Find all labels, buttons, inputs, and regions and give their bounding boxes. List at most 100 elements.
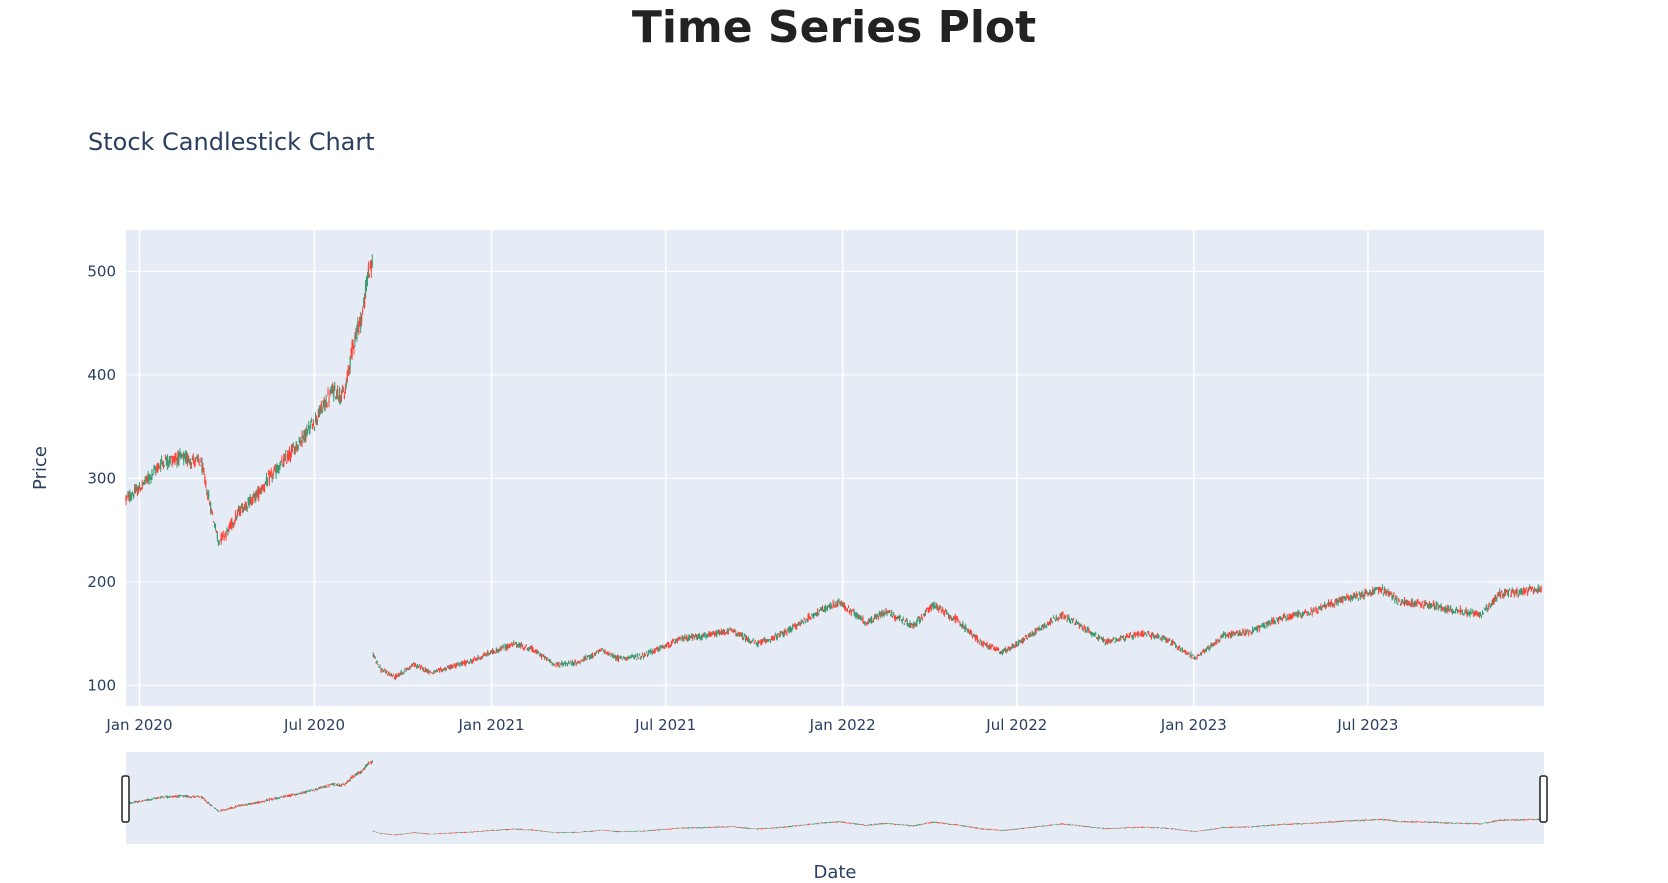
candle-body — [1341, 597, 1343, 602]
y-tick-label: 500 — [87, 262, 116, 280]
candle-body — [461, 662, 463, 665]
candle-body — [561, 662, 563, 664]
candle-body — [374, 657, 376, 659]
candle-body — [905, 619, 907, 621]
candle-body — [1431, 605, 1434, 607]
candle-body — [1097, 637, 1099, 639]
candle-body — [1457, 610, 1459, 613]
candle-body — [849, 609, 851, 611]
candle-body — [141, 482, 143, 486]
candle-body — [892, 616, 894, 618]
candle-body — [677, 638, 679, 640]
candle-body — [1227, 633, 1230, 638]
candle-body — [423, 670, 425, 672]
candle-body — [348, 368, 350, 372]
candle-body — [1358, 591, 1360, 596]
candle-body — [230, 522, 232, 526]
candle-body — [1427, 605, 1430, 607]
candle-body — [943, 611, 945, 614]
candle-body — [1131, 635, 1133, 638]
candle-body — [126, 496, 128, 498]
candle-body — [352, 342, 354, 346]
candle-body — [500, 648, 502, 650]
candle-body — [1128, 634, 1130, 637]
candle-body — [467, 662, 470, 664]
candle-body — [550, 661, 552, 663]
candle-body — [1364, 590, 1366, 595]
candle-body — [1420, 604, 1422, 606]
candle-body — [323, 398, 325, 407]
candle-body — [1370, 591, 1372, 595]
candle-body — [491, 649, 494, 653]
candle-body — [720, 630, 723, 635]
candle-body — [942, 609, 944, 612]
candle-body — [745, 636, 748, 641]
candle-body — [1261, 623, 1263, 627]
candle-body — [814, 614, 816, 616]
candle-body — [401, 672, 403, 675]
candle-body — [870, 617, 873, 623]
candle-body — [129, 493, 131, 500]
candle-body — [409, 666, 411, 669]
candle-body — [640, 657, 642, 659]
candle-body — [1275, 618, 1278, 620]
candle-body — [954, 616, 956, 622]
candle-body — [1246, 630, 1248, 634]
candle-body — [759, 641, 761, 643]
candle-body — [160, 463, 162, 469]
candle-body — [1532, 590, 1535, 593]
candle-body — [305, 430, 307, 439]
candle-body — [450, 665, 452, 669]
candle-body — [1045, 626, 1047, 628]
candle-body — [1223, 633, 1225, 637]
range-slider-right-handle[interactable] — [1539, 775, 1548, 823]
candle-body — [1528, 588, 1530, 591]
candle-body — [293, 448, 295, 455]
candle-body — [641, 653, 644, 656]
candle-body — [973, 636, 976, 638]
range-slider-handles[interactable] — [121, 775, 1548, 823]
candle-body — [496, 650, 498, 653]
candle-body — [703, 633, 705, 638]
x-tick-label: Jan 2022 — [809, 716, 876, 734]
candle-body — [1293, 612, 1295, 616]
candle-body — [1175, 646, 1178, 648]
candle-body — [571, 661, 573, 665]
candle-body — [1196, 658, 1198, 660]
candle-body — [329, 390, 331, 394]
candle-body — [360, 318, 362, 328]
candle-body — [1232, 632, 1234, 634]
candle-body — [1291, 614, 1293, 619]
candle-body — [1491, 600, 1493, 605]
candle-body — [933, 603, 935, 607]
candle-body — [1472, 610, 1474, 612]
candle-body — [249, 497, 251, 503]
candle-body — [427, 668, 429, 673]
candle-body — [1360, 592, 1362, 596]
candle-body — [747, 638, 750, 641]
candle-body — [206, 493, 208, 495]
candle-body — [1052, 616, 1054, 618]
candle-body — [527, 647, 529, 651]
candle-body — [454, 665, 456, 668]
candle-body — [1278, 617, 1281, 620]
range-slider[interactable] — [126, 752, 1544, 844]
candle-body — [453, 664, 455, 666]
candle-body — [1507, 590, 1510, 596]
candle-body — [183, 454, 185, 461]
range-slider-left-handle[interactable] — [121, 775, 130, 823]
candle-body — [326, 404, 328, 407]
candle-body — [1322, 605, 1324, 607]
candle-body — [455, 664, 457, 668]
y-tick-label: 400 — [87, 366, 116, 384]
candle-body — [698, 633, 700, 639]
candle-body — [718, 631, 721, 636]
candle-body — [746, 638, 749, 640]
candle-body — [1406, 601, 1408, 604]
candle-body — [1220, 637, 1222, 639]
candle-body — [1390, 593, 1392, 595]
candle-body — [1265, 622, 1267, 624]
candle-body — [295, 441, 297, 449]
candle-body — [466, 660, 469, 662]
candle-body — [1066, 621, 1068, 623]
